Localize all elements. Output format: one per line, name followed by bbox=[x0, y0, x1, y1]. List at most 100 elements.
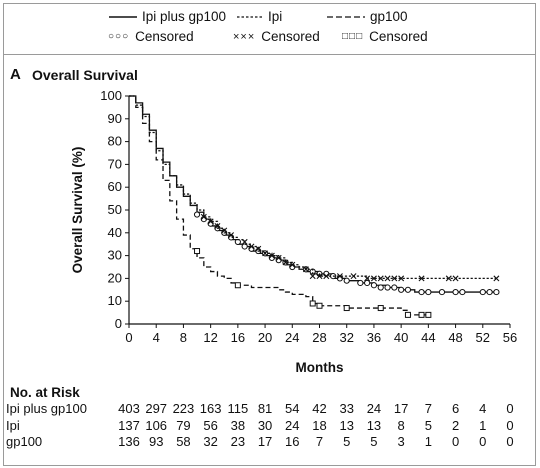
risk-row-label: gp100 bbox=[6, 434, 43, 449]
y-tick-label: 0 bbox=[115, 316, 122, 331]
risk-cell: 32 bbox=[203, 434, 218, 449]
censor-x-point bbox=[207, 218, 214, 225]
risk-cell: 223 bbox=[172, 401, 195, 416]
x-tick-label: 8 bbox=[180, 330, 187, 345]
censor-circle-point bbox=[486, 288, 493, 296]
censor-x-point bbox=[323, 273, 330, 280]
x-tick-label: 20 bbox=[258, 330, 272, 345]
risk-cell: 56 bbox=[203, 418, 218, 433]
legend-label-censored-2: Censored bbox=[261, 29, 320, 44]
censor-circle-point bbox=[384, 284, 391, 291]
censor-circle-point bbox=[493, 288, 500, 296]
censor-square-point bbox=[377, 305, 384, 312]
risk-cell: 115 bbox=[227, 401, 249, 416]
censor-x-point bbox=[309, 273, 316, 280]
x-tick-label: 56 bbox=[503, 330, 517, 345]
legend-item-ipi: Ipi bbox=[237, 9, 282, 24]
censor-x-point bbox=[384, 275, 391, 282]
censor-x-point bbox=[316, 273, 323, 280]
censor-x-point bbox=[391, 275, 398, 282]
risk-cell: 297 bbox=[145, 401, 168, 416]
legend-label-censored-3: Censored bbox=[369, 29, 428, 44]
x-tick-label: 0 bbox=[125, 330, 132, 345]
censor-x-point bbox=[377, 275, 384, 282]
censor-circle-point bbox=[343, 277, 350, 284]
x-tick-label: 40 bbox=[394, 330, 408, 345]
x-axis-title: Months bbox=[296, 360, 344, 375]
censor-circle-point bbox=[438, 288, 446, 296]
censor-circle-point bbox=[452, 288, 459, 296]
censor-circle-point bbox=[398, 286, 405, 293]
x-tick-label: 16 bbox=[231, 330, 245, 345]
legend-item-gp100: gp100 bbox=[327, 9, 408, 24]
censor-x-point bbox=[350, 273, 357, 280]
x-tick-label: 24 bbox=[285, 330, 299, 345]
risk-cell: 30 bbox=[257, 418, 273, 433]
y-tick-label: 60 bbox=[108, 179, 122, 194]
censor-square-point bbox=[404, 311, 411, 318]
y-tick-label: 90 bbox=[108, 111, 122, 126]
risk-cell: 54 bbox=[285, 401, 300, 416]
risk-cell: 24 bbox=[285, 418, 300, 433]
series-line-2 bbox=[129, 95, 429, 316]
risk-cell: 17 bbox=[257, 434, 273, 449]
censor-circle-point bbox=[364, 279, 371, 287]
censor-square-point bbox=[194, 248, 201, 255]
censor-x-point bbox=[282, 259, 289, 266]
legend-item-censored-ipi: ××× Censored bbox=[233, 29, 320, 44]
censor-circle-point bbox=[370, 282, 378, 289]
legend-item-ipi-plus-gp100: Ipi plus gp100 bbox=[109, 9, 226, 24]
legend-label-ipi-plus-gp100: Ipi plus gp100 bbox=[142, 9, 227, 24]
series-line-1 bbox=[129, 95, 497, 280]
risk-cell: 79 bbox=[176, 418, 191, 433]
censor-x-point bbox=[214, 222, 221, 229]
risk-cell: 4 bbox=[479, 401, 487, 416]
risk-cell: 13 bbox=[366, 418, 382, 433]
censor-circle-point bbox=[459, 288, 466, 296]
y-tick-label: 100 bbox=[100, 88, 122, 103]
risk-cell: 0 bbox=[506, 434, 514, 449]
risk-cell: 163 bbox=[199, 401, 222, 416]
legend-item-censored-gp100: □□□ Censored bbox=[342, 29, 428, 44]
censor-circle-point bbox=[425, 288, 432, 296]
risk-cell: 136 bbox=[118, 434, 140, 449]
y-tick-label: 10 bbox=[108, 293, 122, 308]
censor-circle-point bbox=[193, 211, 201, 218]
censor-circle-point bbox=[241, 243, 248, 250]
risk-cell: 8 bbox=[397, 418, 405, 433]
risk-cell: 16 bbox=[285, 434, 300, 449]
risk-cell: 106 bbox=[145, 418, 168, 433]
censor-square-point bbox=[316, 302, 323, 309]
legend-label-censored-1: Censored bbox=[135, 29, 194, 44]
censor-x-point bbox=[445, 275, 452, 282]
censor-square-point bbox=[343, 305, 350, 312]
risk-cell: 0 bbox=[479, 434, 487, 449]
censor-x-point bbox=[221, 227, 228, 234]
censor-circle-point bbox=[391, 284, 398, 291]
risk-cell: 5 bbox=[370, 434, 378, 449]
censor-circle-point bbox=[357, 279, 364, 287]
x-tick-label: 28 bbox=[312, 330, 326, 345]
legend: Ipi plus gp100 Ipi gp100 ○○○ Censored ××… bbox=[4, 4, 535, 55]
risk-cell: 42 bbox=[312, 401, 327, 416]
censor-circle-point bbox=[404, 286, 412, 293]
censor-circle-point bbox=[479, 288, 486, 296]
risk-row-label: Ipi plus gp100 bbox=[6, 401, 87, 416]
y-axis-title: Overall Survival (%) bbox=[70, 147, 85, 274]
x-tick-label: 12 bbox=[203, 330, 217, 345]
censor-x-point bbox=[248, 243, 255, 250]
censor-x-point bbox=[228, 232, 235, 239]
figure-frame: Ipi plus gp100 Ipi gp100 ○○○ Censored ××… bbox=[3, 3, 536, 466]
risk-cell: 137 bbox=[118, 418, 140, 433]
risk-cell: 7 bbox=[315, 434, 324, 449]
risk-cell: 1 bbox=[479, 418, 487, 433]
censor-x-point bbox=[275, 254, 282, 261]
y-tick-label: 80 bbox=[108, 134, 122, 149]
risk-cell: 81 bbox=[257, 401, 273, 416]
y-tick-label: 20 bbox=[108, 270, 122, 285]
risk-cell: 24 bbox=[366, 401, 382, 416]
panel-letter: A bbox=[10, 66, 21, 83]
legend-label-gp100: gp100 bbox=[370, 9, 408, 24]
censor-x-point bbox=[241, 238, 248, 245]
